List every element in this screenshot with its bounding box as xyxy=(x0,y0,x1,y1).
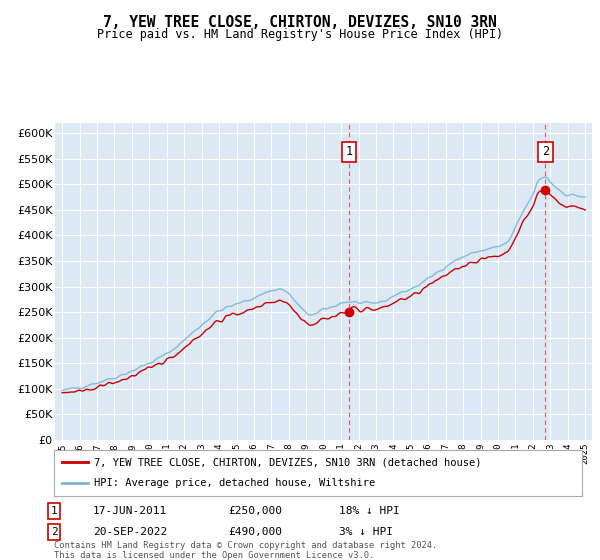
Text: Price paid vs. HM Land Registry's House Price Index (HPI): Price paid vs. HM Land Registry's House … xyxy=(97,28,503,41)
Text: 1: 1 xyxy=(346,145,353,158)
Text: 7, YEW TREE CLOSE, CHIRTON, DEVIZES, SN10 3RN (detached house): 7, YEW TREE CLOSE, CHIRTON, DEVIZES, SN1… xyxy=(94,457,481,467)
Text: £490,000: £490,000 xyxy=(228,527,282,537)
Text: 2: 2 xyxy=(542,145,549,158)
Text: £250,000: £250,000 xyxy=(228,506,282,516)
Text: 2: 2 xyxy=(50,527,58,537)
Text: HPI: Average price, detached house, Wiltshire: HPI: Average price, detached house, Wilt… xyxy=(94,478,375,488)
Text: Contains HM Land Registry data © Crown copyright and database right 2024.
This d: Contains HM Land Registry data © Crown c… xyxy=(54,541,437,560)
Text: 7, YEW TREE CLOSE, CHIRTON, DEVIZES, SN10 3RN: 7, YEW TREE CLOSE, CHIRTON, DEVIZES, SN1… xyxy=(103,15,497,30)
Text: 3% ↓ HPI: 3% ↓ HPI xyxy=(339,527,393,537)
Text: 20-SEP-2022: 20-SEP-2022 xyxy=(93,527,167,537)
Text: 1: 1 xyxy=(50,506,58,516)
Text: 18% ↓ HPI: 18% ↓ HPI xyxy=(339,506,400,516)
Text: 17-JUN-2011: 17-JUN-2011 xyxy=(93,506,167,516)
